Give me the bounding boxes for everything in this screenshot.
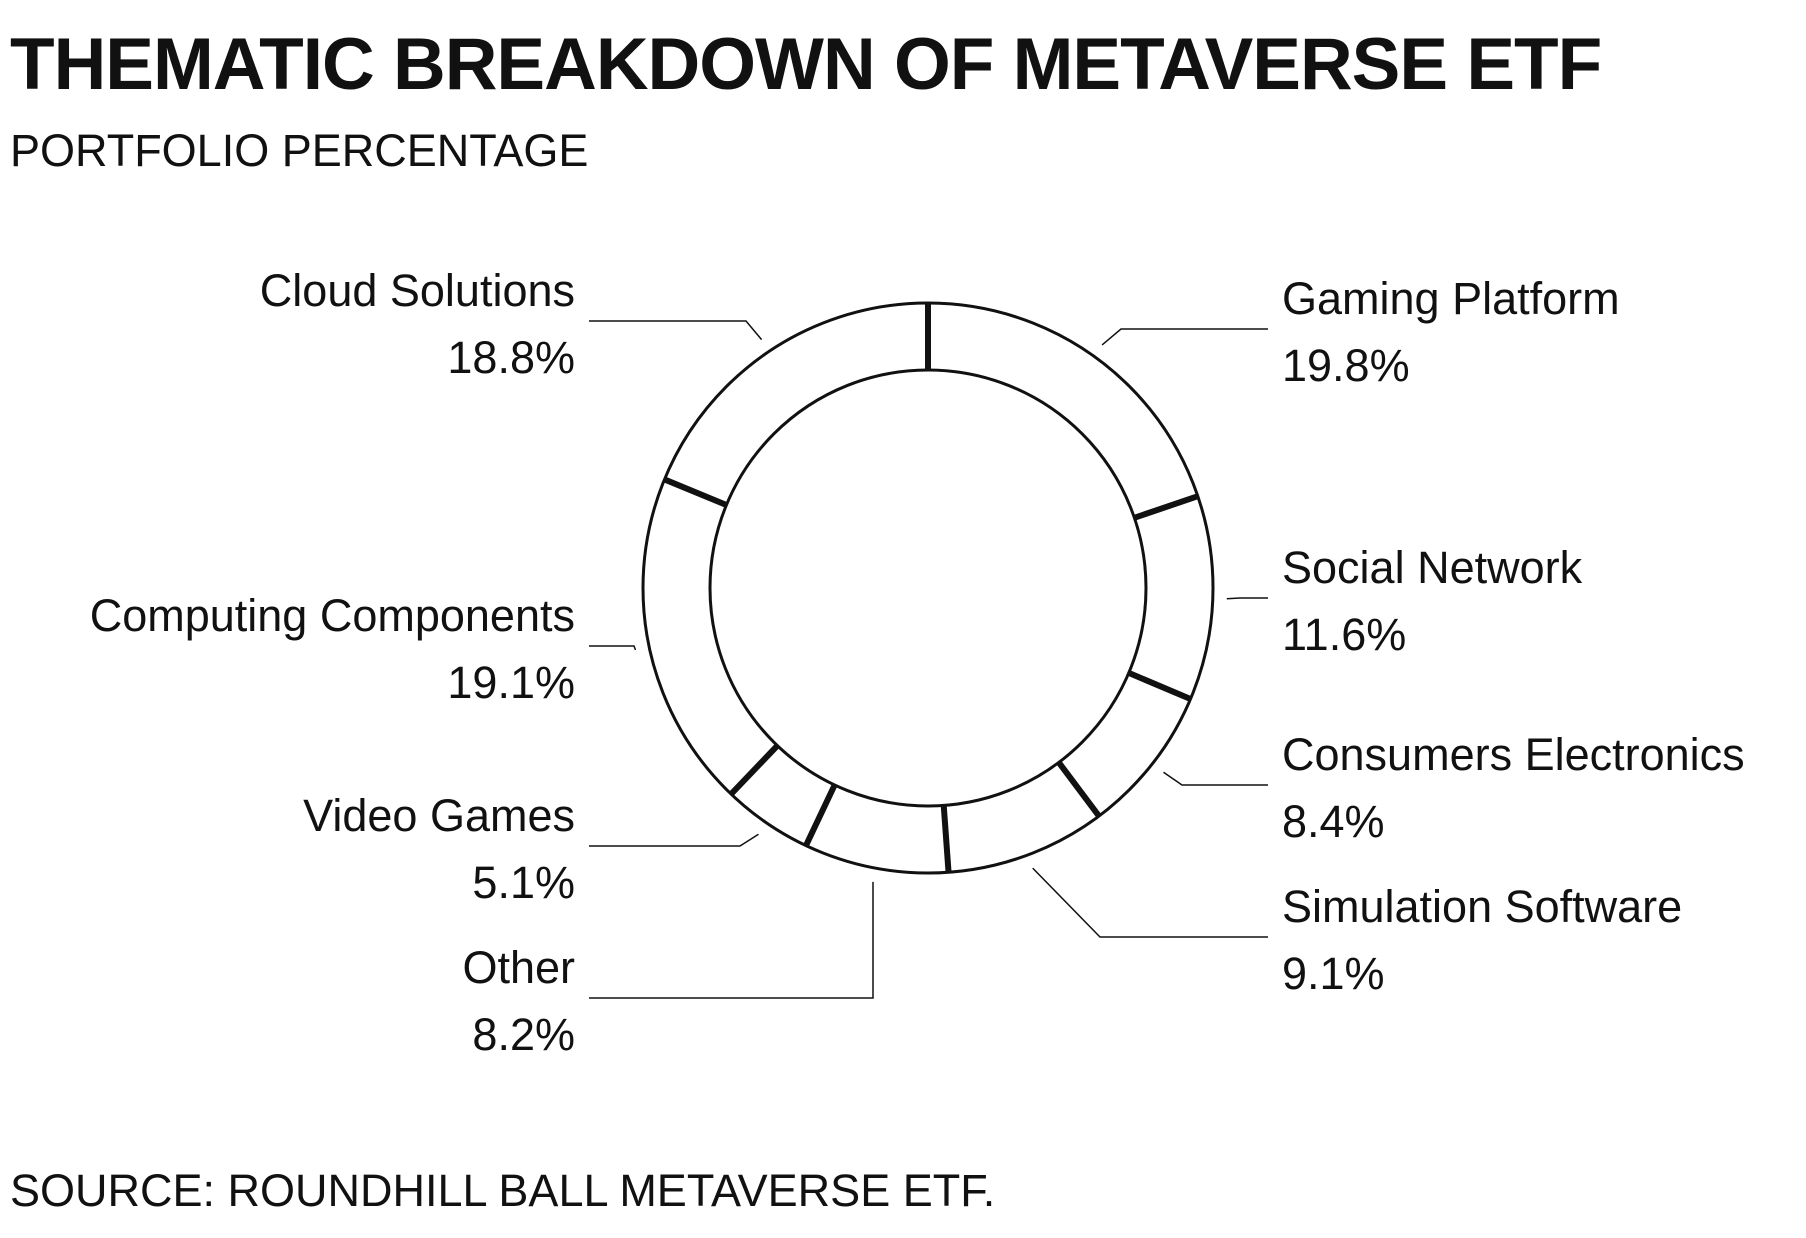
slice-label-gaming-platform: Gaming Platform <box>1282 273 1620 324</box>
source-note: SOURCE: ROUNDHILL BALL METAVERSE ETF. <box>10 1165 996 1216</box>
slice-divider-video-games <box>803 783 838 847</box>
leader-line-cloud-solutions <box>589 320 763 341</box>
chart-title: THEMATIC BREAKDOWN OF METAVERSE ETF <box>10 24 1602 105</box>
slice-value-computing-components: 19.1% <box>447 657 575 708</box>
leader-line-other <box>589 881 874 999</box>
slice-divider-other <box>940 805 952 873</box>
slice-divider-consumers-electronics <box>1127 670 1192 702</box>
slice-dividers <box>663 303 1199 873</box>
leader-line-video-games <box>589 833 759 847</box>
slice-value-other: 8.2% <box>472 1009 575 1060</box>
slice-labels: Gaming Platform 19.8% Social Network 11.6% C… <box>90 265 1745 1060</box>
leader-line-computing-components <box>589 645 637 651</box>
slice-label-computing-components: Computing Components <box>90 590 575 641</box>
slice-value-video-games: 5.1% <box>472 857 575 908</box>
outer-ring <box>641 301 1215 875</box>
slice-label-simulation-software: Simulation Software <box>1282 881 1682 932</box>
slice-value-social-network: 11.6% <box>1282 609 1406 660</box>
leader-line-gaming-platform <box>1101 328 1268 346</box>
chart-subtitle: PORTFOLIO PERCENTAGE <box>10 125 589 176</box>
leader-line-simulation-software <box>1032 867 1268 938</box>
slice-label-other: Other <box>462 942 575 993</box>
slice-label-social-network: Social Network <box>1282 542 1583 593</box>
slice-divider-social-network <box>1133 493 1199 521</box>
slice-value-simulation-software: 9.1% <box>1282 948 1385 999</box>
slice-label-video-games: Video Games <box>303 790 575 841</box>
leader-line-social-network <box>1226 597 1268 600</box>
inner-ring <box>708 368 1148 808</box>
slice-value-consumers-electronics: 8.4% <box>1282 796 1385 847</box>
slice-divider-computing-components <box>728 743 780 797</box>
slice-divider-simulation-software <box>1056 760 1102 818</box>
donut-rings <box>641 301 1215 875</box>
leader-line-consumers-electronics <box>1163 771 1268 786</box>
leader-lines <box>589 320 1268 999</box>
slice-value-cloud-solutions: 18.8% <box>447 332 575 383</box>
slice-label-cloud-solutions: Cloud Solutions <box>260 265 575 316</box>
slice-divider-cloud-solutions <box>663 476 728 508</box>
slice-label-consumers-electronics: Consumers Electronics <box>1282 729 1745 780</box>
slice-value-gaming-platform: 19.8% <box>1282 340 1410 391</box>
